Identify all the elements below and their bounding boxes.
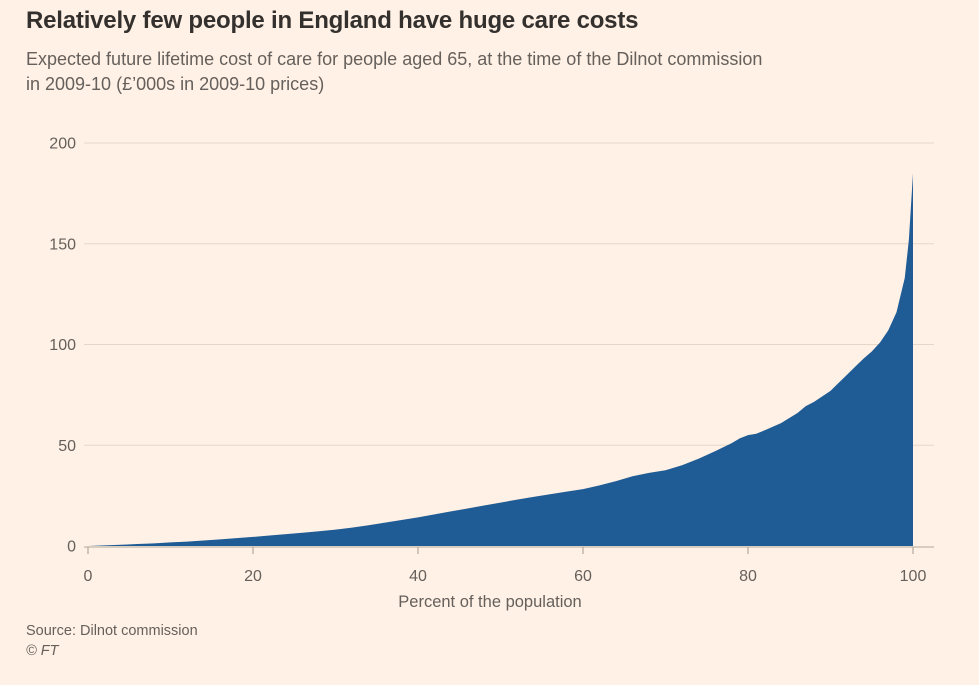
x-axis-title: Percent of the population	[398, 593, 581, 611]
y-tick-label-100: 100	[49, 337, 76, 354]
x-tick-label-100: 100	[900, 568, 927, 585]
area-series	[88, 173, 913, 546]
x-tick-label-40: 40	[409, 568, 427, 585]
x-tick-label-60: 60	[574, 568, 592, 585]
y-tick-label-200: 200	[49, 136, 76, 153]
chart-subtitle: Expected future lifetime cost of care fo…	[26, 49, 763, 94]
y-tick-label-0: 0	[67, 539, 76, 556]
ft-copyright: © FT	[26, 643, 59, 659]
x-axis	[84, 546, 934, 554]
y-tick-label-150: 150	[49, 236, 76, 253]
source-label: Source: Dilnot commission	[26, 623, 198, 639]
area-series-layer	[88, 173, 913, 546]
x-tick-label-20: 20	[244, 568, 262, 585]
y-gridlines	[84, 142, 934, 446]
y-tick-label-50: 50	[58, 438, 76, 455]
x-tick-label-80: 80	[739, 568, 757, 585]
axis-tick-labels: 0 50 100 150 200 0 20 40 60 80 100	[49, 136, 926, 586]
x-tick-label-0: 0	[84, 568, 93, 585]
chart-title: Relatively few people in England have hu…	[26, 7, 639, 34]
